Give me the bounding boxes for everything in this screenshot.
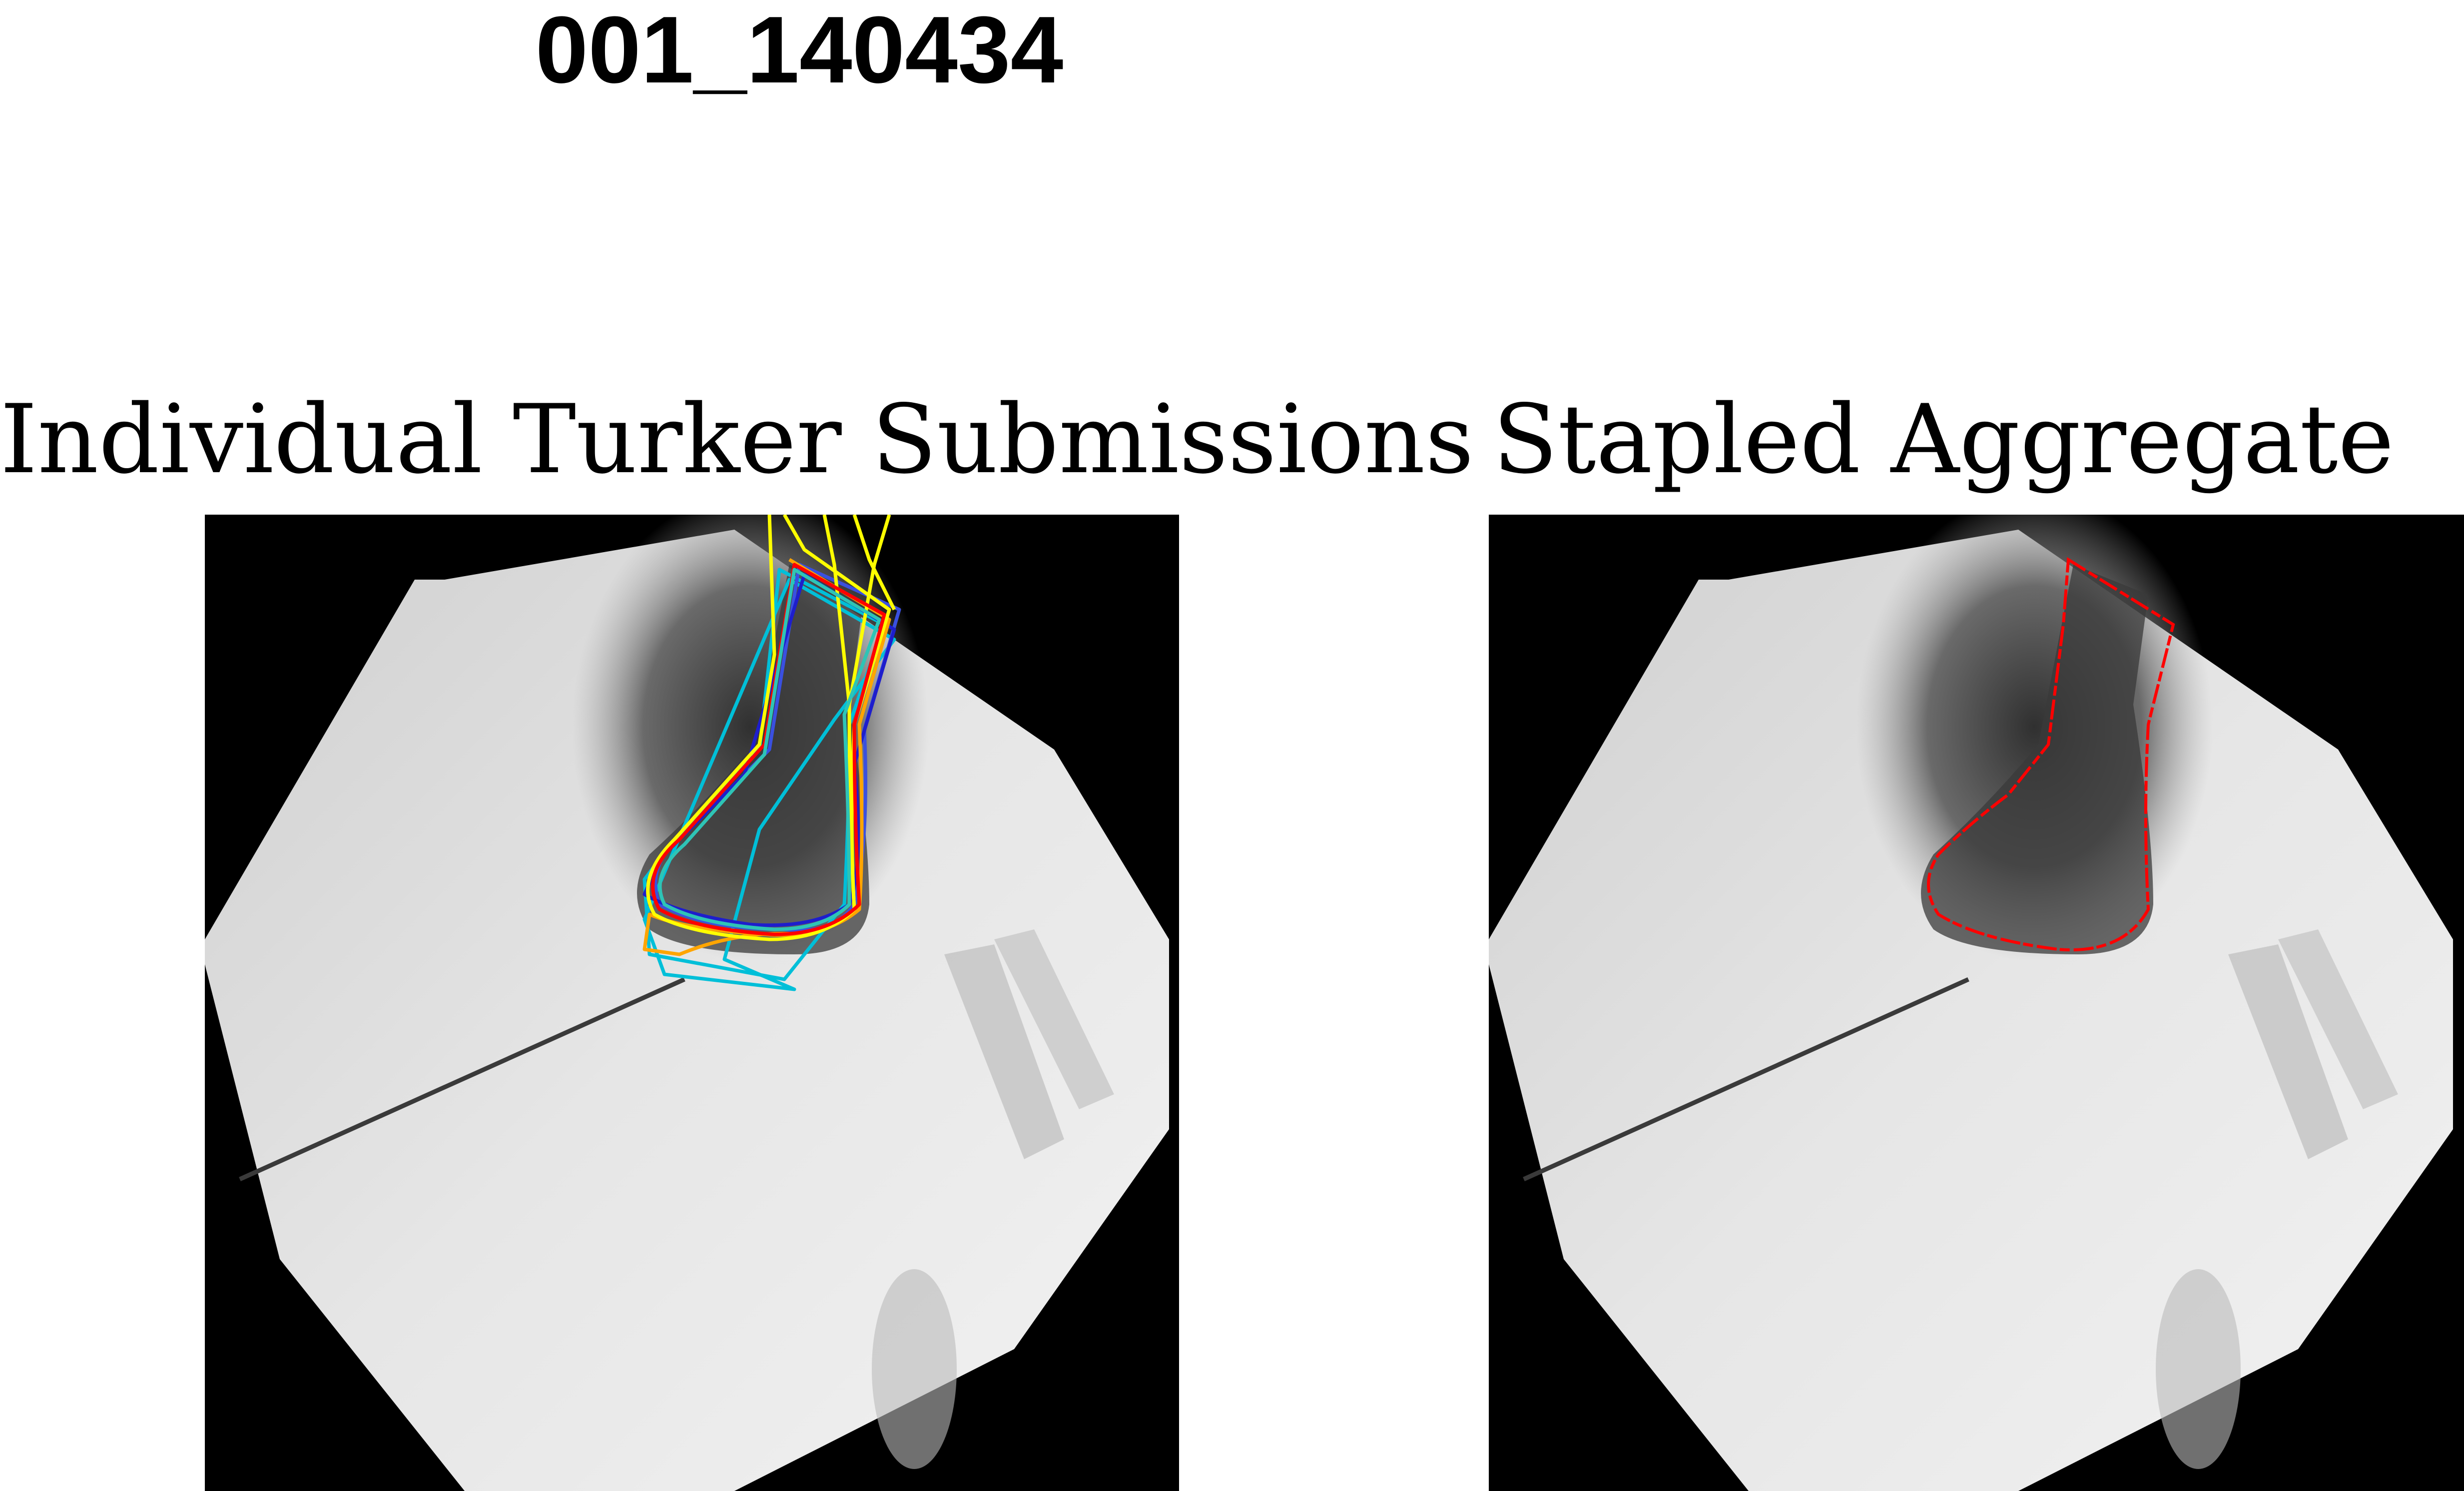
panel-title-aggregate: Stapled Aggregate [1492,384,2395,495]
figure-title: 001_140434 [535,0,1064,103]
outline-red [651,563,886,936]
needle [239,977,685,1182]
xray-image-aggregate [1489,515,2464,1491]
needle [1523,977,1969,1182]
aggregate-outline [1927,557,2175,951]
xray-image-individual [205,515,1179,1491]
panel-title-individual: Individual Turker Submissions [0,384,1474,495]
